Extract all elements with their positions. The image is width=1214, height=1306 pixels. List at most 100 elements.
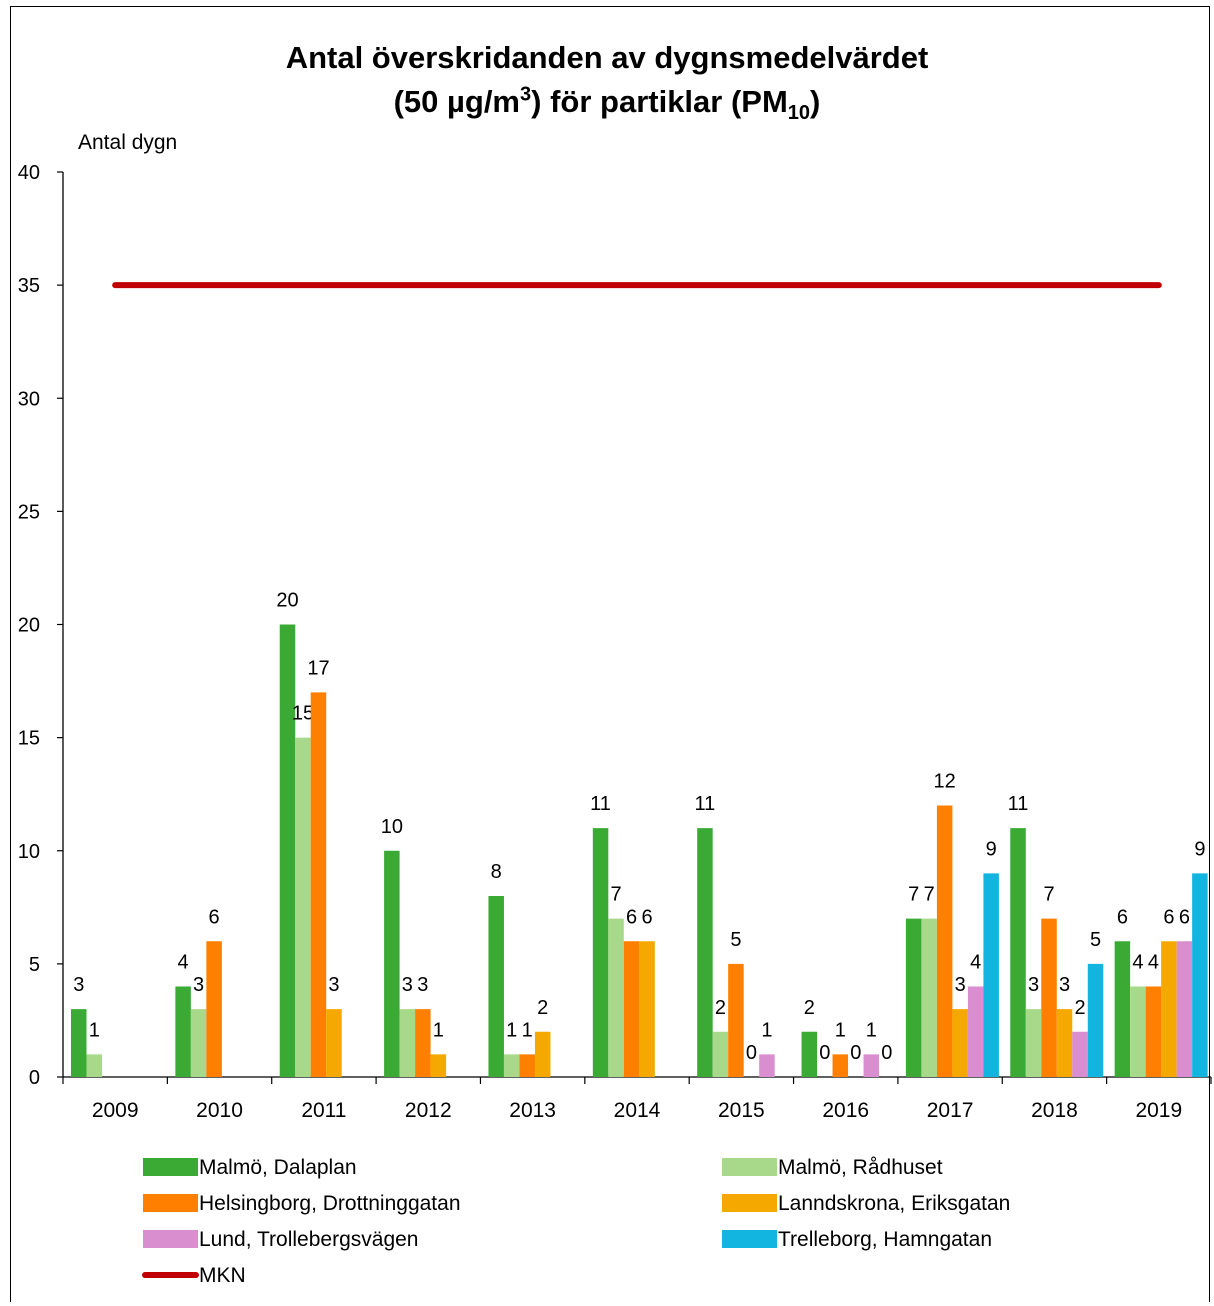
bar-helsingborg-drottninggatan-2010: [206, 941, 222, 1077]
data-label: 9: [1194, 838, 1205, 860]
bar-helsingborg-drottninggatan-2012: [415, 1009, 431, 1077]
data-label: 3: [955, 974, 966, 996]
data-label: 1: [522, 1019, 533, 1041]
bar-malm-dalaplan-2017: [905, 918, 922, 1077]
bar-lanndskrona-eriksgatan-2011: [326, 1009, 342, 1077]
data-label: 6: [1117, 906, 1128, 928]
data-label: 11: [695, 793, 716, 815]
x-tick-label: 2012: [405, 1099, 452, 1122]
bar-malm-r-dhuset-2014: [608, 918, 624, 1077]
y-axis-label: Antal dygn: [78, 131, 178, 154]
bar-helsingborg-drottninggatan-2014: [623, 941, 640, 1077]
data-label: 0: [819, 1042, 830, 1064]
chart-title-line1: Antal överskridanden av dygnsmedelvärdet: [285, 40, 929, 75]
data-label: 4: [970, 952, 981, 974]
legend-swatch-lanndskrona-eriksgatan: [722, 1194, 777, 1212]
legend-label-mkn: MKN: [199, 1264, 246, 1287]
x-tick-label: 2009: [92, 1099, 139, 1122]
legend-label-malm-r-dhuset: Malmö, Rådhuset: [778, 1156, 943, 1179]
legend-swatch-malm-dalaplan: [143, 1158, 198, 1176]
legend-swatch-malm-r-dhuset: [722, 1158, 777, 1176]
chart-frame: [10, 6, 1210, 1302]
y-tick-label: 35: [18, 275, 40, 297]
y-tick-label: 20: [18, 615, 40, 637]
bar-malm-dalaplan-2019: [1114, 941, 1131, 1077]
data-label: 7: [908, 884, 919, 906]
data-label: 2: [1074, 997, 1085, 1019]
data-label: 1: [866, 1019, 877, 1041]
legend-swatch-lund-trollebergsv-gen: [143, 1230, 198, 1248]
data-label: 4: [1148, 952, 1159, 974]
x-tick-label: 2016: [822, 1099, 869, 1122]
bar-malm-dalaplan-2012: [384, 850, 400, 1077]
bar-lanndskrona-eriksgatan-2014: [639, 941, 655, 1077]
legend-label-malm-dalaplan: Malmö, Dalaplan: [199, 1156, 357, 1179]
bar-lund-trollebergsv-gen-2017: [967, 986, 984, 1077]
bar-helsingborg-drottninggatan-2017: [936, 805, 953, 1077]
data-label: 4: [1132, 952, 1143, 974]
bar-helsingborg-drottninggatan-2018: [1041, 918, 1057, 1077]
bar-helsingborg-drottninggatan-2019: [1145, 986, 1162, 1077]
bar-malm-dalaplan-2010: [175, 986, 191, 1077]
legend-label-lanndskrona-eriksgatan: Lanndskrona, Eriksgatan: [778, 1192, 1010, 1215]
data-label: 8: [491, 861, 502, 883]
data-label: 3: [1028, 974, 1039, 996]
data-label: 1: [89, 1019, 100, 1041]
bar-helsingborg-drottninggatan-2015: [728, 963, 744, 1077]
data-label: 1: [433, 1019, 444, 1041]
data-label: 1: [835, 1019, 846, 1041]
chart-title-line2: (50 µg/m3) för partiklar (PM10): [393, 83, 821, 125]
bar-lanndskrona-eriksgatan-2012: [430, 1054, 447, 1077]
data-label: 5: [730, 929, 741, 951]
bar-malm-r-dhuset-2017: [921, 918, 937, 1077]
x-tick-label: 2011: [301, 1099, 346, 1122]
bar-lund-trollebergsv-gen-2018: [1072, 1031, 1088, 1077]
bar-lanndskrona-eriksgatan-2018: [1056, 1009, 1073, 1077]
bar-malm-r-dhuset-2009: [86, 1054, 102, 1077]
data-label: 11: [1008, 793, 1029, 815]
bar-helsingborg-drottninggatan-2016: [832, 1054, 849, 1077]
legend-swatch-helsingborg-drottninggatan: [143, 1194, 198, 1212]
chart-title: Antal överskridanden av dygnsmedelvärdet…: [0, 36, 1214, 124]
data-label: 3: [73, 974, 84, 996]
legend-label-trelleborg-hamngatan: Trelleborg, Hamngatan: [778, 1228, 992, 1251]
bar-malm-r-dhuset-2015: [712, 1031, 729, 1077]
data-label: 17: [307, 657, 329, 679]
x-tick-label: 2017: [927, 1099, 974, 1122]
data-label: 6: [1179, 906, 1190, 928]
x-tick-label: 2013: [509, 1099, 556, 1122]
x-tick-label: 2014: [614, 1099, 661, 1122]
y-tick-label: 30: [18, 388, 40, 410]
data-label: 3: [402, 974, 413, 996]
y-tick-label: 5: [29, 954, 40, 976]
y-tick-label: 10: [18, 841, 40, 863]
legend-swatch-trelleborg-hamngatan: [722, 1230, 777, 1248]
bar-malm-dalaplan-2015: [697, 828, 713, 1077]
bar-malm-r-dhuset-2012: [399, 1009, 416, 1077]
bar-malm-r-dhuset-2013: [503, 1054, 520, 1077]
x-tick-label: 2019: [1135, 1099, 1182, 1122]
x-tick-label: 2015: [718, 1099, 765, 1122]
data-label: 6: [1163, 906, 1174, 928]
bar-malm-r-dhuset-2010: [190, 1009, 207, 1077]
bar-malm-dalaplan-2009: [71, 1009, 87, 1077]
data-label: 0: [746, 1042, 757, 1064]
data-label: 6: [209, 906, 220, 928]
bar-trelleborg-hamngatan-2017: [983, 873, 999, 1077]
data-label: 15: [292, 703, 314, 725]
data-label: 20: [276, 590, 298, 612]
bar-malm-r-dhuset-2011: [295, 737, 311, 1077]
bar-malm-r-dhuset-2019: [1130, 986, 1146, 1077]
data-label: 0: [850, 1042, 861, 1064]
data-label: 4: [178, 952, 189, 974]
data-label: 2: [537, 997, 548, 1019]
x-tick-label: 2018: [1031, 1099, 1078, 1122]
data-label: 5: [1090, 929, 1101, 951]
bar-helsingborg-drottninggatan-2013: [519, 1054, 535, 1077]
data-label: 3: [1059, 974, 1070, 996]
data-label: 10: [381, 816, 403, 838]
data-label: 2: [804, 997, 815, 1019]
data-label: 12: [934, 771, 956, 793]
data-label: 6: [626, 906, 637, 928]
